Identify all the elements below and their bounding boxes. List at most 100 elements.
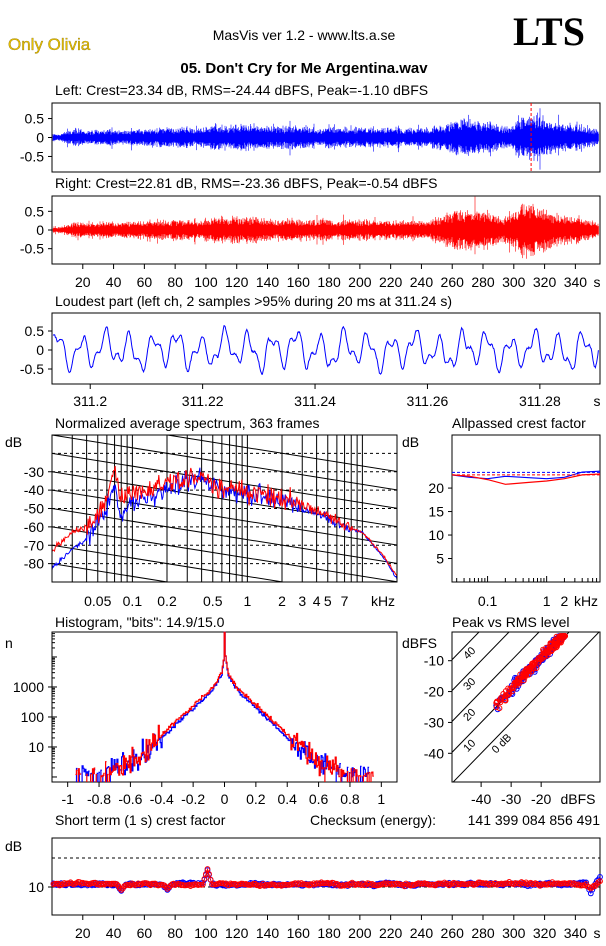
right-crest-point — [56, 882, 63, 889]
right-block-point — [501, 695, 508, 702]
x-tick-label: 311.28 — [519, 393, 561, 409]
spectrum-grid — [52, 435, 397, 582]
right-block-point — [528, 663, 535, 670]
x-unit-label: s — [594, 274, 601, 290]
checksum-label: Checksum (energy): — [310, 812, 436, 828]
y-tick-label: -40 — [424, 745, 444, 761]
x-tick-label: 160 — [287, 274, 311, 290]
x-tick-label: -20 — [531, 791, 551, 807]
x-tick-label: 80 — [167, 274, 183, 290]
right-crest-point — [164, 885, 171, 892]
right-block-point — [552, 641, 558, 648]
y-tick-label: -20 — [424, 684, 444, 700]
x-tick-label: -0.2 — [181, 791, 205, 807]
x-tick-label: 100 — [194, 925, 218, 941]
short-term-crest-plot-frame — [51, 837, 601, 916]
y-tick-label: 10 — [28, 739, 44, 755]
checksum-value: 141 399 084 856 491 — [468, 812, 601, 828]
x-tick-label: 320 — [533, 274, 557, 290]
x-tick-label: 0.2 — [246, 791, 266, 807]
x-tick-label: 311.22 — [182, 393, 224, 409]
y-tick-label: 10 — [428, 527, 444, 543]
pink-noise-reference-line — [52, 508, 397, 564]
x-tick-label: 3 — [298, 593, 306, 609]
panel-title: Histogram, "bits": 14.9/15.0 — [55, 614, 225, 630]
x-unit-label: kHz — [574, 593, 598, 609]
left-waveform — [52, 108, 599, 170]
x-tick-label: 300 — [502, 925, 526, 941]
x-tick-label: 140 — [256, 925, 280, 941]
panel-title: Right: Crest=22.81 dB, RMS=-23.36 dBFS, … — [55, 175, 437, 191]
x-tick-label: 20 — [75, 274, 91, 290]
y-tick-label: 100 — [21, 709, 45, 725]
x-tick-label: -1 — [61, 791, 74, 807]
crest-reference-line — [452, 632, 540, 723]
y-tick-label: -70 — [24, 537, 44, 553]
x-tick-label: 60 — [137, 925, 153, 941]
file-title: 05. Don't Cry for Me Argentina.wav — [180, 60, 428, 77]
right-block-point — [546, 645, 553, 651]
pink-noise-reference-line — [52, 435, 397, 491]
x-tick-label: 320 — [533, 925, 557, 941]
y-axis-label: dB — [402, 434, 419, 450]
x-tick-label: 200 — [348, 274, 372, 290]
x-tick-label: 300 — [502, 274, 526, 290]
y-axis-label: n — [5, 635, 13, 651]
x-tick-label: 0 — [221, 791, 229, 807]
x-tick-label: 0.6 — [309, 791, 329, 807]
x-tick-label: 280 — [471, 925, 495, 941]
x-tick-label: 2 — [561, 593, 569, 609]
right-crest-point — [597, 878, 603, 885]
right-block-point — [503, 692, 510, 699]
app-title: MasVis ver 1.2 - www.lts.a.se — [213, 27, 396, 43]
right-allpassed-line — [451, 473, 601, 485]
right-waveform — [52, 196, 599, 259]
x-tick-label: -40 — [471, 791, 491, 807]
x-tick-label: 7 — [341, 593, 349, 609]
y-tick-label: 15 — [428, 504, 444, 520]
right-block-point — [509, 688, 516, 694]
y-axis-label: dB — [5, 838, 22, 854]
right-crest-point — [441, 879, 448, 886]
x-tick-label: 2 — [278, 593, 286, 609]
y-tick-label: 0 — [36, 222, 44, 238]
right-crest-point — [92, 879, 98, 886]
y-tick-label: 0.5 — [25, 111, 45, 127]
x-unit-label: kHz — [371, 593, 395, 609]
y-tick-label: 10 — [28, 879, 44, 895]
y-tick-label: -80 — [24, 556, 44, 572]
x-tick-label: 240 — [410, 925, 434, 941]
x-tick-label: 311.24 — [294, 393, 336, 409]
peak-vs-rms-plot-frame — [451, 631, 601, 783]
right-spectrum-line — [52, 465, 397, 577]
x-tick-label: 160 — [287, 925, 311, 941]
right-crest-point — [118, 887, 125, 893]
pink-noise-reference-line — [52, 471, 397, 528]
x-tick-label: 180 — [317, 925, 341, 941]
x-tick-label: 1 — [377, 791, 385, 807]
right-block-point — [529, 660, 535, 667]
x-tick-label: -0.6 — [118, 791, 142, 807]
y-tick-label: -0.5 — [20, 241, 44, 257]
x-tick-label: -0.8 — [87, 791, 111, 807]
right-block-point — [494, 698, 500, 705]
right-crest-point — [200, 881, 206, 888]
y-axis-label: dBFS — [402, 635, 437, 651]
x-unit-label: s — [594, 925, 601, 941]
y-axis-label: dB — [5, 434, 22, 450]
right-crest-point — [506, 879, 513, 885]
right-crest-point — [187, 883, 194, 889]
right-histogram-line — [75, 631, 374, 782]
allpassed-plot-frame — [451, 434, 601, 583]
y-tick-label: 0 — [36, 342, 44, 358]
y-tick-label: -0.5 — [20, 148, 44, 164]
right-block-point — [496, 705, 503, 712]
right-block-point — [535, 659, 542, 666]
pink-noise-reference-line — [164, 435, 397, 473]
y-tick-label: -40 — [24, 482, 44, 498]
right-block-point — [512, 679, 518, 686]
loudest-plot-frame — [51, 312, 601, 385]
x-tick-label: 220 — [379, 925, 403, 941]
y-tick-label: -50 — [24, 501, 44, 517]
